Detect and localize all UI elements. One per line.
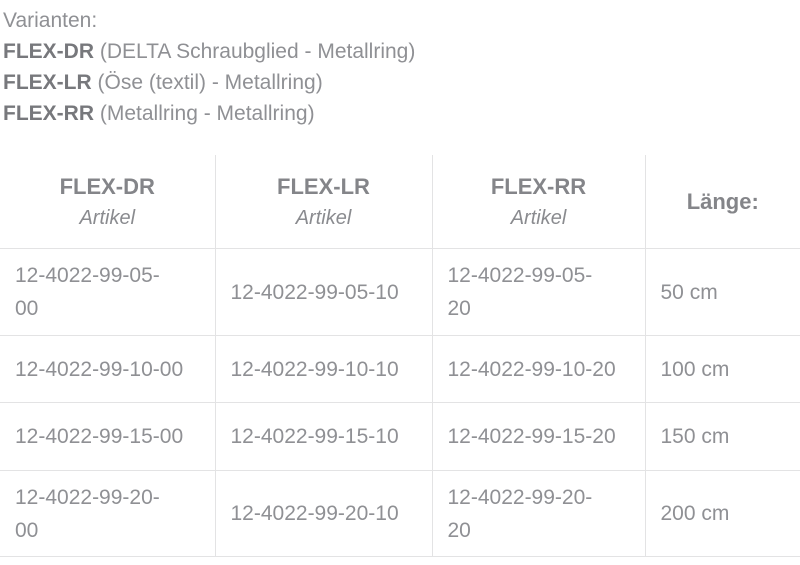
variant-line: FLEX-LR (Öse (textil) - Metallring) <box>3 67 800 98</box>
article-cell: 12-4022-99-20-00 <box>0 470 216 557</box>
article-cell: 12-4022-99-05-10 <box>215 248 433 336</box>
column-header-flex-rr: FLEX-RR Artikel <box>432 155 646 249</box>
article-cell: 12-4022-99-05-20 <box>432 248 646 336</box>
article-cell: 12-4022-99-15-00 <box>0 402 216 471</box>
table-row: 12-4022-99-20-00 12-4022-99-20-10 12-402… <box>0 470 800 557</box>
variant-line: FLEX-DR (DELTA Schraubglied - Metallring… <box>3 36 800 67</box>
variant-code: FLEX-DR <box>3 40 94 63</box>
column-subtitle: Artikel <box>79 206 136 229</box>
column-header-laenge: Länge: <box>645 155 800 249</box>
column-header-flex-dr: FLEX-DR Artikel <box>0 155 216 249</box>
variant-description: (Öse (textil) - Metallring) <box>97 71 323 94</box>
variant-description: (Metallring - Metallring) <box>99 102 315 125</box>
column-header-flex-lr: FLEX-LR Artikel <box>215 155 433 249</box>
article-number: 12-4022-99-05-20 <box>447 264 593 320</box>
article-cell: 12-4022-99-10-10 <box>215 335 433 403</box>
article-cell: 12-4022-99-10-20 <box>432 335 646 403</box>
length-cell: 100 cm <box>645 335 800 403</box>
variant-code: FLEX-LR <box>3 71 92 94</box>
column-title: Länge: <box>686 188 759 214</box>
article-cell: 12-4022-99-05-00 <box>0 248 216 336</box>
article-number: 12-4022-99-20-20 <box>447 485 593 542</box>
varianten-heading: Varianten: <box>3 9 98 32</box>
article-cell: 12-4022-99-15-10 <box>215 402 433 471</box>
column-subtitle: Artikel <box>510 206 567 229</box>
article-table: FLEX-DR Artikel FLEX-LR Artikel FLEX-RR … <box>0 155 800 557</box>
length-cell: 200 cm <box>645 470 800 557</box>
table-row: 12-4022-99-05-00 12-4022-99-05-10 12-402… <box>0 248 800 336</box>
article-cell: 12-4022-99-20-20 <box>432 470 646 557</box>
article-number: 12-4022-99-20-00 <box>15 485 160 542</box>
variant-line: FLEX-RR (Metallring - Metallring) <box>3 98 800 129</box>
column-title: FLEX-RR <box>490 173 587 199</box>
variants-section: Varianten: FLEX-DR (DELTA Schraubglied -… <box>0 0 800 129</box>
header-row: FLEX-DR Artikel FLEX-LR Artikel FLEX-RR … <box>0 155 800 249</box>
length-cell: 150 cm <box>645 402 800 471</box>
article-cell: 12-4022-99-15-20 <box>432 402 646 471</box>
article-cell: 12-4022-99-20-10 <box>215 470 433 557</box>
column-subtitle: Artikel <box>295 206 352 229</box>
variant-code: FLEX-RR <box>3 102 94 125</box>
column-title: FLEX-LR <box>277 173 370 199</box>
article-cell: 12-4022-99-10-00 <box>0 335 216 403</box>
column-title: FLEX-DR <box>59 173 155 199</box>
table-row: 12-4022-99-15-00 12-4022-99-15-10 12-402… <box>0 402 800 471</box>
variant-description: (DELTA Schraubglied - Metallring) <box>99 40 416 63</box>
article-number: 12-4022-99-05-00 <box>15 264 160 320</box>
length-cell: 50 cm <box>645 248 800 336</box>
table-row: 12-4022-99-10-00 12-4022-99-10-10 12-402… <box>0 335 800 403</box>
